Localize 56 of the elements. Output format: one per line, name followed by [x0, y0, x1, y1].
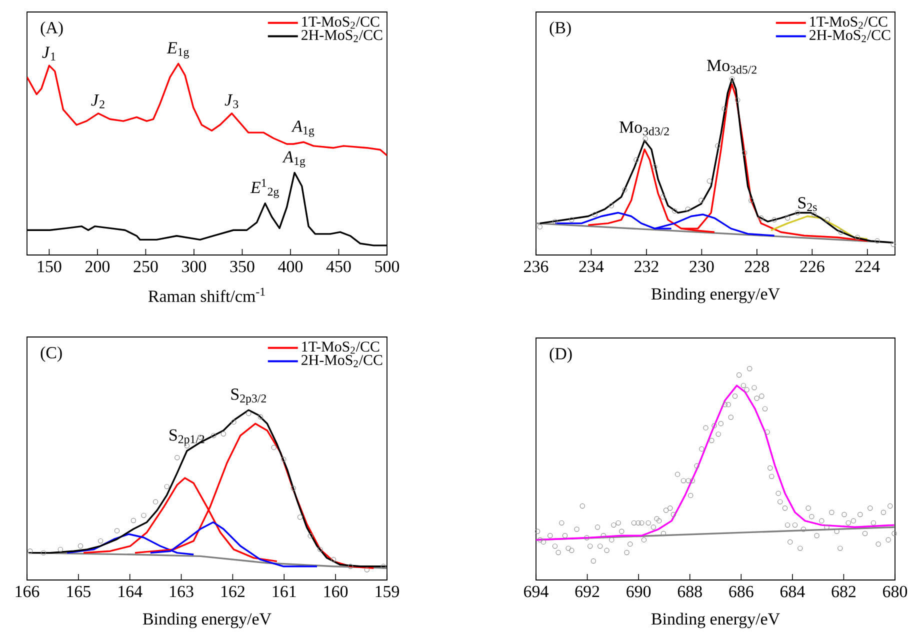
x-tick-label: 230	[690, 260, 714, 272]
x-axis-title: Binding energy/eV	[651, 612, 780, 628]
x-tick-label: 690	[626, 586, 651, 598]
x-tick-label: 250	[134, 260, 158, 272]
x-tick-label: 161	[272, 586, 296, 598]
annotation: J$_{1}$	[42, 46, 56, 60]
x-tick-label: 692	[575, 586, 600, 598]
legend-label: 2H-MoS$_{2}$/CC	[302, 355, 382, 368]
x-tick-label: 159	[376, 586, 400, 598]
annotation: J$_{3}$	[224, 94, 238, 108]
x-axis-title: Binding energy/eV	[142, 612, 272, 628]
legend-label: 2H-MoS$_{2}$/CC	[302, 30, 382, 42]
x-tick-label: 350	[230, 260, 254, 272]
legend-label: 1T-MoS$_{2}$/CC	[810, 16, 888, 29]
legend-label: 1T-MoS$_{2}$/CC	[302, 342, 380, 354]
x-tick-label: 680	[883, 586, 908, 598]
x-tick-label: 226	[800, 260, 824, 272]
annotation: S$_{2s}$	[798, 197, 817, 212]
annotation: A$_{1g}$	[291, 120, 314, 137]
chart-title: (A)	[40, 21, 63, 37]
chart-title: (D)	[550, 347, 572, 363]
chart-title: (C)	[40, 346, 62, 362]
x-tick-label: 165	[67, 586, 90, 598]
x-tick-label: 500	[375, 260, 400, 272]
chart-title: (B)	[550, 21, 571, 37]
x-tick-label: 150	[38, 260, 62, 272]
x-tick-label: 200	[86, 260, 110, 272]
x-tick-label: 300	[182, 260, 206, 272]
x-tick-label: 694	[524, 586, 548, 598]
x-tick-label: 688	[678, 586, 702, 598]
legend-label: 2H-MoS$_{2}$/CC	[810, 30, 890, 42]
x-tick-label: 166	[16, 586, 40, 598]
x-tick-label: 682	[832, 586, 856, 598]
annotation: A$_{1g}$	[282, 151, 306, 168]
x-tick-label: 162	[221, 586, 244, 598]
x-tick-label: 228	[744, 260, 769, 272]
annotation: E$^{1}$2g	[250, 178, 279, 198]
annotation: J$_{2}$	[91, 94, 104, 108]
annotation: E$_{1g}$	[166, 42, 189, 58]
x-tick-label: 234	[579, 260, 604, 272]
x-tick-label: 236	[524, 260, 548, 272]
annotation: S$_{2p3/2}$	[231, 388, 266, 405]
x-tick-label: 450	[326, 260, 351, 272]
x-tick-label: 164	[118, 586, 142, 598]
x-tick-label: 232	[634, 260, 658, 272]
legend-label: 1T-MoS$_{2}$/CC	[302, 16, 380, 29]
x-tick-label: 684	[780, 586, 805, 598]
x-axis-title: Binding energy/eV	[651, 288, 780, 304]
x-axis-title: Raman shift/cm$^{-1}$	[148, 288, 265, 302]
x-tick-label: 686	[729, 586, 754, 598]
annotation: Mo$_{3d3/2}$	[620, 122, 669, 136]
x-tick-label: 400	[278, 260, 303, 272]
x-tick-label: 160	[324, 586, 348, 598]
x-tick-label: 224	[855, 260, 880, 272]
annotation: Mo$_{3d5/2}$	[707, 60, 756, 74]
x-tick-label: 163	[170, 586, 194, 598]
